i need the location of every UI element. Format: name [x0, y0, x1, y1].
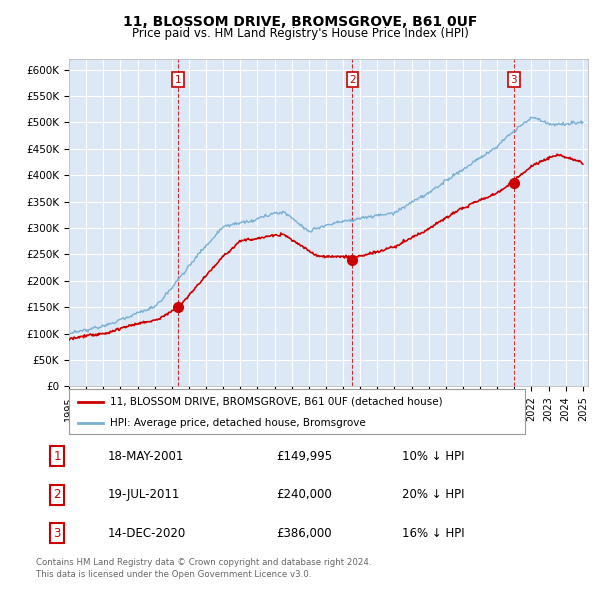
Text: HPI: Average price, detached house, Bromsgrove: HPI: Average price, detached house, Brom… — [110, 418, 366, 428]
Text: 3: 3 — [511, 75, 517, 85]
Text: 3: 3 — [53, 526, 61, 540]
Text: Price paid vs. HM Land Registry's House Price Index (HPI): Price paid vs. HM Land Registry's House … — [131, 27, 469, 40]
Text: 2: 2 — [53, 488, 61, 501]
Text: 1: 1 — [53, 450, 61, 463]
Text: Contains HM Land Registry data © Crown copyright and database right 2024.: Contains HM Land Registry data © Crown c… — [36, 558, 371, 567]
Text: 14-DEC-2020: 14-DEC-2020 — [108, 526, 186, 540]
Text: 18-MAY-2001: 18-MAY-2001 — [108, 450, 184, 463]
Text: 1: 1 — [175, 75, 182, 85]
Text: 11, BLOSSOM DRIVE, BROMSGROVE, B61 0UF: 11, BLOSSOM DRIVE, BROMSGROVE, B61 0UF — [123, 15, 477, 29]
Text: 10% ↓ HPI: 10% ↓ HPI — [402, 450, 464, 463]
Text: £149,995: £149,995 — [276, 450, 332, 463]
Text: 2: 2 — [349, 75, 356, 85]
Text: £240,000: £240,000 — [276, 488, 332, 501]
Text: 19-JUL-2011: 19-JUL-2011 — [108, 488, 181, 501]
Text: 20% ↓ HPI: 20% ↓ HPI — [402, 488, 464, 501]
Text: 16% ↓ HPI: 16% ↓ HPI — [402, 526, 464, 540]
Text: £386,000: £386,000 — [276, 526, 332, 540]
Text: 11, BLOSSOM DRIVE, BROMSGROVE, B61 0UF (detached house): 11, BLOSSOM DRIVE, BROMSGROVE, B61 0UF (… — [110, 397, 443, 407]
Text: This data is licensed under the Open Government Licence v3.0.: This data is licensed under the Open Gov… — [36, 570, 311, 579]
